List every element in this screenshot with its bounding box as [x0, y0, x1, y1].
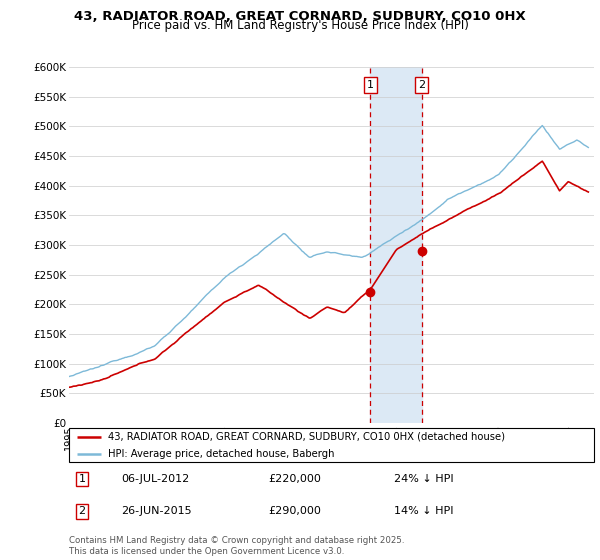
Text: 26-JUN-2015: 26-JUN-2015 — [121, 506, 192, 516]
Text: £290,000: £290,000 — [269, 506, 322, 516]
Text: 1: 1 — [79, 474, 86, 484]
Text: 2: 2 — [79, 506, 86, 516]
FancyBboxPatch shape — [69, 428, 594, 462]
Text: 43, RADIATOR ROAD, GREAT CORNARD, SUDBURY, CO10 0HX (detached house): 43, RADIATOR ROAD, GREAT CORNARD, SUDBUR… — [109, 432, 505, 442]
Text: HPI: Average price, detached house, Babergh: HPI: Average price, detached house, Babe… — [109, 449, 335, 459]
Text: 43, RADIATOR ROAD, GREAT CORNARD, SUDBURY, CO10 0HX: 43, RADIATOR ROAD, GREAT CORNARD, SUDBUR… — [74, 10, 526, 22]
Text: Price paid vs. HM Land Registry's House Price Index (HPI): Price paid vs. HM Land Registry's House … — [131, 19, 469, 32]
Bar — [370, 67, 422, 423]
Text: Contains HM Land Registry data © Crown copyright and database right 2025.
This d: Contains HM Land Registry data © Crown c… — [69, 536, 404, 556]
Text: 24% ↓ HPI: 24% ↓ HPI — [395, 474, 454, 484]
Text: 14% ↓ HPI: 14% ↓ HPI — [395, 506, 454, 516]
Text: 1: 1 — [367, 80, 374, 90]
Text: 2: 2 — [418, 80, 425, 90]
Text: £220,000: £220,000 — [269, 474, 322, 484]
Text: 06-JUL-2012: 06-JUL-2012 — [121, 474, 190, 484]
